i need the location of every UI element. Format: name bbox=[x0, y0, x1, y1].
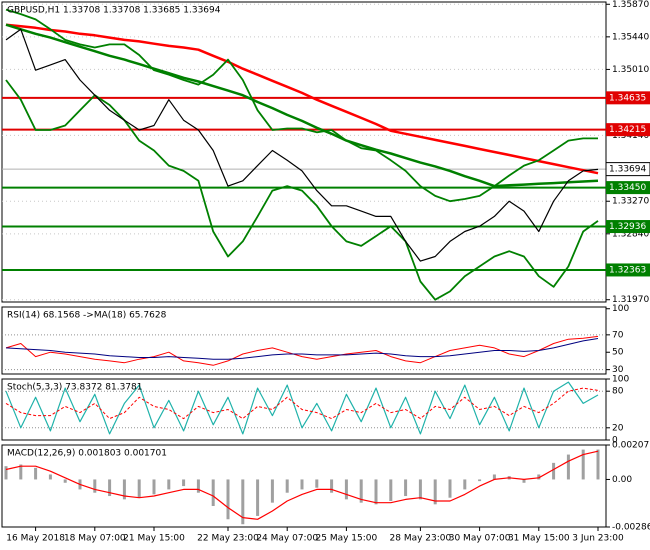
y-tick-label: 0.002077 bbox=[612, 441, 650, 451]
histogram-bar bbox=[463, 479, 467, 490]
histogram-bar bbox=[256, 479, 260, 516]
histogram-bar bbox=[404, 479, 408, 497]
level-label: 1.34635 bbox=[609, 93, 646, 103]
series-line bbox=[5, 335, 599, 366]
level-label: 1.32936 bbox=[609, 222, 646, 232]
x-tick-label: 25 May 15:00 bbox=[316, 534, 378, 544]
pane-title: RSI(14) 68.1568 ->MA(18) 65.7628 bbox=[7, 311, 167, 321]
histogram-bar bbox=[241, 479, 245, 525]
histogram-bar bbox=[433, 479, 437, 505]
x-tick-label: 21 May 15:00 bbox=[123, 534, 185, 544]
series-line bbox=[5, 23, 599, 188]
histogram-bar bbox=[152, 479, 156, 495]
histogram-bar bbox=[122, 479, 126, 500]
histogram-bar bbox=[285, 479, 289, 493]
pane-frame bbox=[1, 444, 607, 528]
series-line bbox=[5, 8, 598, 203]
histogram-bar bbox=[167, 479, 171, 490]
level-box bbox=[606, 220, 650, 234]
pane-frame bbox=[1, 306, 607, 375]
y-tick-label: 80 bbox=[612, 387, 624, 397]
y-tick-label: 1.35010 bbox=[612, 65, 649, 75]
x-tick-label: 28 May 23:00 bbox=[390, 534, 452, 544]
x-tick-label: 3 Jun 23:00 bbox=[572, 534, 624, 544]
pane-title: GBPUSD,H1 1.33708 1.33708 1.33685 1.3369… bbox=[7, 6, 221, 16]
series-line bbox=[5, 79, 599, 301]
y-tick-label: 70 bbox=[612, 330, 624, 340]
x-tick-label: 16 May 2018 bbox=[6, 534, 65, 544]
pane-title: MACD(12,26,9) 0.001803 0.001701 bbox=[7, 449, 167, 459]
histogram-bar bbox=[93, 479, 97, 493]
histogram-bar bbox=[182, 479, 186, 487]
series-line bbox=[5, 28, 599, 262]
histogram-bar bbox=[19, 464, 23, 480]
level-box bbox=[606, 181, 650, 195]
y-tick-label: 0 bbox=[612, 436, 618, 446]
series-line bbox=[5, 387, 599, 420]
bid-box bbox=[605, 162, 650, 177]
histogram-bar bbox=[63, 479, 67, 483]
histogram-bar bbox=[211, 479, 215, 506]
histogram-bar bbox=[566, 454, 570, 480]
series-line bbox=[5, 450, 599, 520]
histogram-bar bbox=[389, 479, 393, 502]
histogram-bar bbox=[478, 479, 482, 482]
histogram-bar bbox=[108, 479, 112, 497]
y-tick-label: 1.33270 bbox=[612, 197, 649, 207]
histogram-bar bbox=[226, 479, 230, 520]
histogram-bar bbox=[522, 479, 526, 483]
series-line bbox=[5, 338, 599, 360]
histogram-bar bbox=[492, 474, 496, 480]
y-tick-label: 1.35870 bbox=[612, 0, 649, 10]
bid-label: 1.33694 bbox=[609, 165, 646, 175]
histogram-bar bbox=[581, 449, 585, 480]
x-tick-label: 18 May 07:00 bbox=[64, 534, 126, 544]
x-tick-label: 31 May 15:00 bbox=[508, 534, 570, 544]
y-tick-label: 1.32840 bbox=[612, 229, 649, 239]
x-tick-label: 30 May 07:00 bbox=[449, 534, 511, 544]
histogram-bar bbox=[448, 479, 452, 498]
histogram-bar bbox=[300, 479, 304, 490]
histogram-bar bbox=[48, 474, 52, 480]
level-box bbox=[606, 123, 650, 137]
histogram-bar bbox=[196, 479, 200, 493]
y-tick-label: -0.002867 bbox=[612, 523, 650, 533]
y-tick-label: 50 bbox=[612, 348, 624, 358]
x-tick-label: 24 May 07:00 bbox=[256, 534, 318, 544]
y-tick-label: 1.31970 bbox=[612, 295, 649, 305]
y-tick-label: 0.00 bbox=[612, 475, 632, 485]
histogram-bar bbox=[4, 466, 8, 480]
level-label: 1.33450 bbox=[609, 183, 646, 193]
histogram-bar bbox=[418, 479, 422, 500]
histogram-bar bbox=[270, 479, 274, 503]
pane-frame bbox=[1, 1, 607, 303]
histogram-bar bbox=[315, 479, 319, 488]
level-box bbox=[606, 263, 650, 277]
series-line bbox=[5, 381, 599, 435]
pane-title: Stoch(5,3,3) 73.8372 81.3781 bbox=[7, 383, 142, 393]
y-tick-label: 100 bbox=[612, 375, 629, 385]
histogram-bar bbox=[137, 479, 141, 498]
y-tick-label: 30 bbox=[612, 365, 624, 375]
y-tick-label: 100 bbox=[612, 304, 629, 314]
level-box bbox=[606, 91, 650, 105]
histogram-bar bbox=[552, 462, 556, 480]
y-tick-label: 20 bbox=[612, 423, 624, 433]
level-label: 1.34215 bbox=[609, 125, 646, 135]
histogram-bar bbox=[344, 479, 348, 500]
pane-frame bbox=[1, 378, 607, 441]
histogram-bar bbox=[596, 449, 600, 480]
level-label: 1.32363 bbox=[609, 265, 646, 275]
histogram-bar bbox=[34, 467, 38, 480]
histogram-bar bbox=[359, 479, 363, 503]
y-tick-label: 1.35440 bbox=[612, 32, 649, 42]
x-tick-label: 22 May 23:00 bbox=[197, 534, 259, 544]
histogram-bar bbox=[537, 474, 541, 480]
histogram-bar bbox=[330, 479, 334, 493]
histogram-bar bbox=[374, 479, 378, 505]
series-line bbox=[5, 23, 599, 175]
